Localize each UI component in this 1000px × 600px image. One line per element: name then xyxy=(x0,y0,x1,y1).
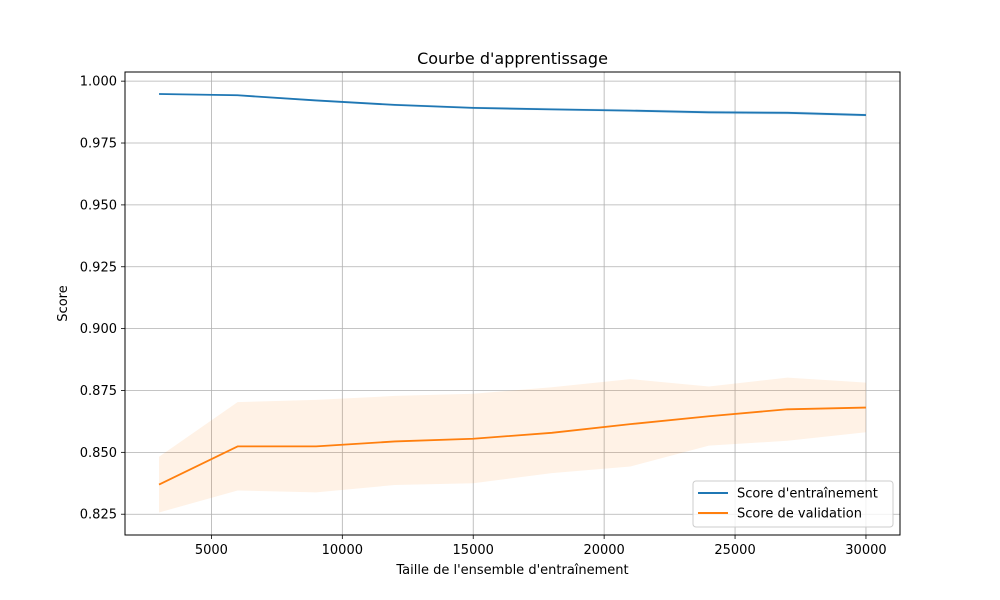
y-tick-label: 0.850 xyxy=(80,446,117,461)
y-tick-label: 0.900 xyxy=(80,322,117,337)
x-tick-label: 15000 xyxy=(453,543,494,558)
legend-label-training: Score d'entraînement xyxy=(737,487,878,502)
y-tick-label: 0.875 xyxy=(80,384,117,399)
series-line-0 xyxy=(159,93,866,116)
x-axis-label: Taille de l'ensemble d'entraînement xyxy=(395,563,628,578)
series-band-0 xyxy=(159,93,866,117)
plot-frame xyxy=(124,71,901,536)
y-tick-label: 0.950 xyxy=(80,198,117,213)
x-tick-label: 25000 xyxy=(714,543,755,558)
x-tick-label: 20000 xyxy=(583,543,624,558)
legend-box xyxy=(692,480,894,528)
chart-title: Courbe d'apprentissage xyxy=(417,49,608,68)
y-tick-label: 0.925 xyxy=(80,260,117,275)
legend: Score d'entraînement Score de validation xyxy=(692,480,894,528)
x-tick-label: 30000 xyxy=(845,543,886,558)
y-tick-label: 1.000 xyxy=(80,75,117,90)
series-lines xyxy=(158,93,866,486)
y-tick-label: 0.825 xyxy=(80,508,117,523)
x-tick-label: 10000 xyxy=(322,543,363,558)
x-tick-label: 5000 xyxy=(195,543,228,558)
legend-label-validation: Score de validation xyxy=(737,507,862,522)
confidence-bands xyxy=(159,93,866,513)
series-line-1 xyxy=(158,406,866,486)
y-axis-label: Score xyxy=(56,285,71,321)
axis-ticks: 5000 10000 15000 20000 25000 30000 0.825 0.850 0… xyxy=(80,75,887,558)
grid xyxy=(125,72,900,535)
y-tick-label: 0.975 xyxy=(80,137,117,152)
series-band-1 xyxy=(159,377,866,513)
